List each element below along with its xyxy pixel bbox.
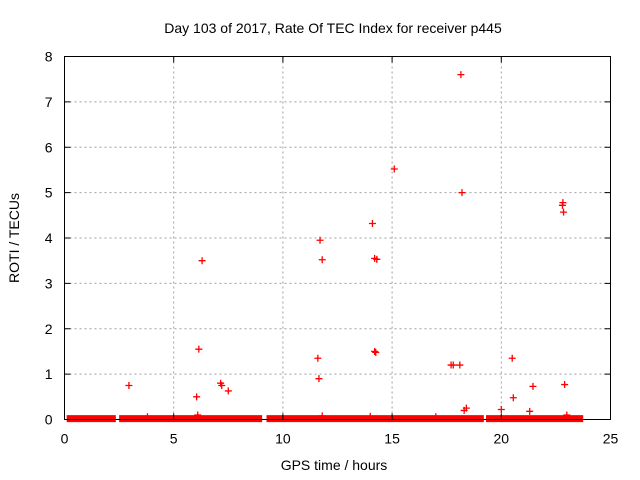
data-point [315,375,323,383]
data-point [224,387,232,395]
data-point [373,255,381,263]
y-tick-label: 7 [45,94,53,110]
data-point [456,361,464,369]
chart-title: Day 103 of 2017, Rate Of TEC Index for r… [164,20,502,36]
data-point [194,411,202,419]
data-point [318,412,326,420]
y-tick-label: 4 [45,230,53,246]
data-points [125,71,571,421]
data-point [529,382,537,390]
x-tick-label: 0 [61,431,69,447]
data-point [218,381,226,389]
data-point [458,189,466,197]
x-axis-label: GPS time / hours [281,457,388,473]
data-point [449,361,457,369]
y-tick-label: 3 [45,275,53,291]
y-tick-label: 6 [45,139,53,155]
data-point [195,345,203,353]
y-tick-label: 5 [45,185,53,201]
data-point [368,219,376,227]
data-point [509,394,517,402]
x-tick-label: 10 [275,431,291,447]
data-point [563,411,571,419]
data-point [372,348,380,356]
data-point [462,404,470,412]
x-tick-label: 20 [494,431,510,447]
data-point [561,381,569,389]
data-point [390,165,398,173]
y-axis-label: ROTI / TECUs [6,193,22,283]
data-point [559,199,567,207]
x-tick-label: 5 [170,431,178,447]
data-point [316,236,324,244]
data-point [366,412,374,420]
data-point [318,256,326,264]
data-point [508,354,516,362]
grid-lines [64,56,611,420]
data-point [371,347,379,355]
data-point [198,257,206,265]
x-tick-labels: 0 5 10 15 20 25 [61,431,619,447]
x-tick-label: 15 [384,431,400,447]
y-tick-labels: 0 1 2 3 4 5 6 7 8 [45,49,53,428]
y-tick-label: 2 [45,321,53,337]
data-point [193,393,201,401]
data-point [560,208,568,216]
data-point [457,71,465,79]
y-tick-label: 1 [45,366,53,382]
y-tick-label: 8 [45,49,53,65]
data-point [497,406,505,414]
data-point [526,407,534,415]
y-tick-label: 0 [45,412,53,428]
axis-ticks [64,56,611,420]
data-point [125,381,133,389]
data-point [314,354,322,362]
x-tick-label: 25 [603,431,619,447]
